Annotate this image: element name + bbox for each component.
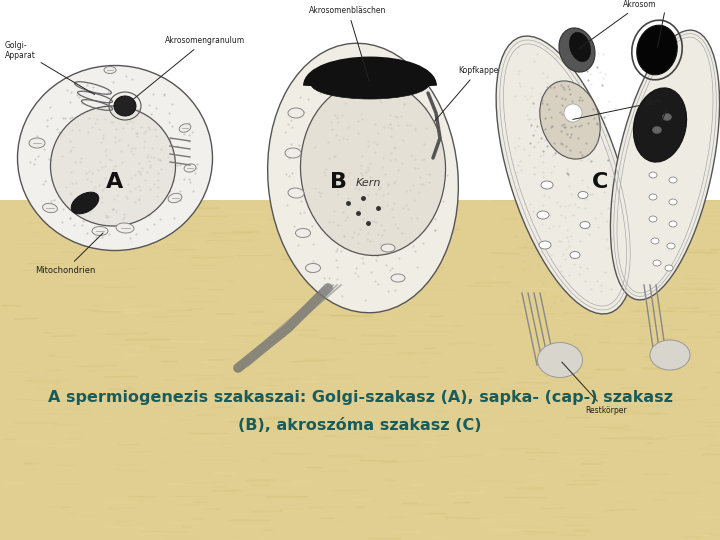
Text: Akrosomengranulum: Akrosomengranulum [127, 36, 245, 104]
Ellipse shape [71, 192, 99, 214]
Ellipse shape [295, 228, 310, 238]
Text: A spermiogenezis szakaszai: Golgi-szakasz (A), sapka- (cap-) szakasz: A spermiogenezis szakaszai: Golgi-szakas… [48, 390, 672, 404]
Bar [0, 0, 720, 200]
Ellipse shape [634, 88, 687, 162]
Ellipse shape [391, 274, 405, 282]
Ellipse shape [496, 36, 634, 314]
Ellipse shape [570, 252, 580, 259]
Ellipse shape [611, 30, 719, 300]
Text: Golgi-
Apparat: Golgi- Apparat [5, 40, 94, 94]
Ellipse shape [29, 138, 45, 148]
Ellipse shape [669, 177, 677, 183]
Ellipse shape [636, 25, 678, 75]
Ellipse shape [539, 241, 551, 249]
Text: Kopfkappe: Kopfkappe [435, 66, 498, 121]
Bar [0, 200, 720, 540]
Ellipse shape [114, 96, 136, 116]
Ellipse shape [580, 221, 590, 228]
Ellipse shape [285, 148, 301, 158]
Text: Mitochondrien: Mitochondrien [35, 233, 103, 275]
Ellipse shape [381, 244, 395, 252]
Ellipse shape [649, 216, 657, 222]
Ellipse shape [268, 43, 459, 313]
Text: Kern: Kern [355, 178, 381, 188]
Ellipse shape [50, 106, 176, 226]
Ellipse shape [104, 66, 116, 73]
Ellipse shape [179, 124, 191, 132]
Ellipse shape [300, 80, 446, 255]
Text: C: C [592, 172, 608, 192]
Ellipse shape [578, 192, 588, 199]
Ellipse shape [538, 342, 582, 377]
Ellipse shape [649, 172, 657, 178]
Ellipse shape [305, 264, 320, 273]
Text: (B), akroszóma szakasz (C): (B), akroszóma szakasz (C) [238, 417, 482, 433]
Ellipse shape [649, 194, 657, 200]
Text: Akrosomenbläschen: Akrosomenbläschen [310, 6, 387, 82]
Text: Kern: Kern [572, 98, 662, 119]
Ellipse shape [669, 199, 677, 205]
Text: Restkörper: Restkörper [562, 362, 626, 415]
Ellipse shape [311, 69, 429, 99]
Ellipse shape [570, 32, 590, 62]
Ellipse shape [650, 340, 690, 370]
Ellipse shape [559, 28, 595, 72]
Ellipse shape [540, 81, 600, 159]
Ellipse shape [662, 113, 672, 120]
Text: Akrosom: Akrosom [580, 0, 657, 49]
Ellipse shape [537, 211, 549, 219]
Ellipse shape [653, 260, 661, 266]
Ellipse shape [665, 265, 673, 271]
Ellipse shape [17, 65, 212, 251]
Ellipse shape [651, 238, 659, 244]
Ellipse shape [669, 221, 677, 227]
Ellipse shape [541, 181, 553, 189]
Text: B: B [330, 172, 346, 192]
Ellipse shape [42, 204, 58, 213]
Ellipse shape [667, 243, 675, 249]
Ellipse shape [288, 188, 304, 198]
Ellipse shape [564, 104, 582, 122]
Ellipse shape [652, 126, 662, 133]
Ellipse shape [116, 223, 134, 233]
Ellipse shape [184, 164, 196, 172]
Text: A: A [107, 172, 124, 192]
Ellipse shape [168, 193, 182, 202]
Ellipse shape [92, 226, 108, 235]
Ellipse shape [288, 108, 304, 118]
